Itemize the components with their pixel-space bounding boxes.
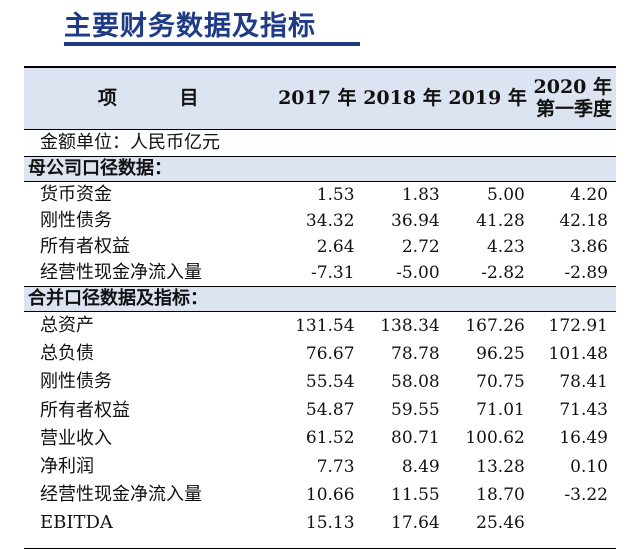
cell-value: 5.00 <box>486 184 525 205</box>
row-label: 所有者权益 <box>40 399 130 421</box>
cell-value: 4.23 <box>486 236 525 257</box>
cell-value: 80.71 <box>391 428 440 449</box>
table-row: EBITDA 15.13 17.64 25.46 <box>24 509 616 537</box>
row-label: 所有者权益 <box>40 236 130 257</box>
cell-value: 100.62 <box>465 428 525 449</box>
table-row: 经营性现金净流入量 -7.31 -5.00 -2.82 -2.89 <box>24 260 616 287</box>
cell-value: 167.26 <box>465 315 525 336</box>
cell-value: 8.49 <box>401 456 440 477</box>
row-label: 总负债 <box>40 343 94 365</box>
cell-value: 59.55 <box>391 400 440 421</box>
cell-value: 11.55 <box>391 484 440 505</box>
cell-value: 71.43 <box>559 400 608 421</box>
cell-value: 76.67 <box>305 343 355 364</box>
cell-value: 3.86 <box>570 236 608 257</box>
cell-value: 138.34 <box>380 315 440 336</box>
header-year-2018: 2018 年 <box>359 66 445 130</box>
table-row: 货币资金 1.53 1.83 5.00 4.20 <box>24 182 616 209</box>
header-2020-q1: 2020 年 第一季度 <box>529 66 616 130</box>
cell-value: -5.00 <box>396 262 440 283</box>
row-label: 经营性现金净流入量 <box>40 484 202 506</box>
section-title: 母公司口径数据： <box>24 156 616 182</box>
cell-value: -7.31 <box>310 262 355 283</box>
cell-value: 34.32 <box>305 210 355 231</box>
cell-value: 2.72 <box>401 236 440 257</box>
row-label: 刚性债务 <box>40 371 112 393</box>
cell-value: -3.22 <box>564 484 608 505</box>
table-row: 所有者权益 2.64 2.72 4.23 3.86 <box>24 234 616 260</box>
table-bottom-rule <box>24 548 616 549</box>
table-row: 净利润 7.73 8.49 13.28 0.10 <box>24 453 616 481</box>
cell-value: 54.87 <box>305 400 355 421</box>
table-row: 刚性债务 55.54 58.08 70.75 78.41 <box>24 368 616 396</box>
table-row: 所有者权益 54.87 59.55 71.01 71.43 <box>24 397 616 425</box>
row-label: 总资产 <box>40 315 94 337</box>
cell-value: 1.53 <box>316 184 355 205</box>
cell-value <box>530 509 616 537</box>
header-year-2017: 2017 年 <box>274 66 360 130</box>
cell-value: 7.73 <box>316 456 355 477</box>
table-row: 刚性债务 34.32 36.94 41.28 42.18 <box>24 208 616 234</box>
cell-value: 13.28 <box>476 456 525 477</box>
cell-value: 71.01 <box>476 400 525 421</box>
section-header-consolidated: 合并口径数据及指标： <box>24 286 616 312</box>
cell-value: 16.49 <box>559 428 608 449</box>
unit-row: 金额单位：人民币亿元 <box>24 130 616 157</box>
table-row: 总负债 76.67 78.78 96.25 101.48 <box>24 340 616 368</box>
cell-value: 2.64 <box>316 236 355 257</box>
table-row: 经营性现金净流入量 10.66 11.55 18.70 -3.22 <box>24 481 616 509</box>
financial-data-table: 项 目 2017 年 2018 年 2019 年 2020 年 第一季度 金额单… <box>24 66 616 538</box>
header-2020-year: 2020 年 <box>533 76 613 99</box>
cell-value: 70.75 <box>476 371 525 392</box>
cell-value: 78.78 <box>391 343 440 364</box>
header-first-quarter: 第一季度 <box>535 97 612 120</box>
section-title: 合并口径数据及指标： <box>24 286 616 312</box>
page-title: 主要财务数据及指标 <box>64 11 316 42</box>
row-label: 营业收入 <box>40 427 112 449</box>
row-label: 净利润 <box>40 456 94 478</box>
header-year-2019: 2019 年 <box>444 66 530 130</box>
cell-value: 41.28 <box>476 210 525 231</box>
cell-value: 55.54 <box>305 371 355 392</box>
cell-value: 61.52 <box>305 428 355 449</box>
cell-value: 4.20 <box>570 184 608 205</box>
cell-value: 78.41 <box>559 371 608 392</box>
cell-value: -2.82 <box>481 262 525 283</box>
cell-value: 15.13 <box>305 512 355 533</box>
cell-value: -2.89 <box>564 262 608 283</box>
cell-value: 131.54 <box>295 315 355 336</box>
row-label: EBITDA <box>40 512 113 534</box>
cell-value: 172.91 <box>548 315 608 336</box>
table-row: 总资产 131.54 138.34 167.26 172.91 <box>24 312 616 341</box>
cell-value: 17.64 <box>391 512 440 533</box>
cell-value: 0.10 <box>570 456 608 477</box>
cell-value: 25.46 <box>476 512 525 533</box>
header-item: 项 目 <box>24 66 275 130</box>
cell-value: 58.08 <box>391 371 440 392</box>
unit-label: 金额单位：人民币亿元 <box>40 132 220 153</box>
table-row: 营业收入 61.52 80.71 100.62 16.49 <box>24 425 616 453</box>
section-header-parent: 母公司口径数据： <box>24 156 616 182</box>
title-underline <box>64 42 360 46</box>
cell-value: 1.83 <box>401 184 440 205</box>
row-label: 刚性债务 <box>40 210 112 231</box>
table-header-row: 项 目 2017 年 2018 年 2019 年 2020 年 第一季度 <box>24 66 616 130</box>
cell-value: 18.70 <box>476 484 525 505</box>
cell-value: 101.48 <box>548 343 608 364</box>
cell-value: 10.66 <box>305 484 355 505</box>
row-label: 货币资金 <box>40 184 112 205</box>
cell-value: 36.94 <box>391 210 440 231</box>
cell-value: 42.18 <box>559 210 608 231</box>
row-label: 经营性现金净流入量 <box>40 262 202 283</box>
cell-value: 96.25 <box>476 343 525 364</box>
